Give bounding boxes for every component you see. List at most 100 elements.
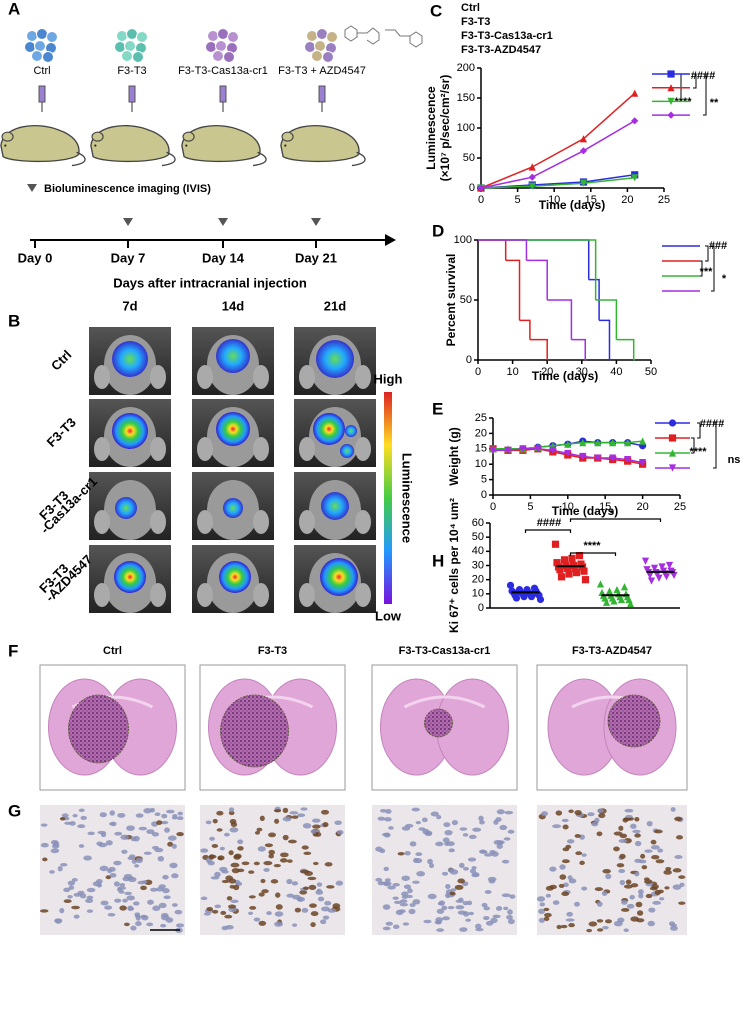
nucleus: [447, 868, 455, 873]
nucleus: [602, 925, 609, 930]
nucleus: [107, 868, 113, 874]
timeline-arrow: [385, 234, 396, 246]
marker: [528, 163, 536, 171]
nucleus: [109, 872, 117, 878]
nucleus: [163, 895, 171, 900]
nucleus: [618, 839, 628, 843]
nucleus: [536, 896, 546, 902]
marker: [520, 593, 528, 601]
nucleus: [167, 841, 174, 847]
nucleus: [402, 922, 410, 926]
nucleus: [85, 898, 94, 904]
nucleus: [324, 900, 332, 906]
nucleus: [626, 903, 635, 909]
nucleus: [171, 843, 177, 849]
nucleus: [155, 887, 164, 892]
nucleus: [72, 813, 78, 818]
nucleus: [228, 904, 237, 909]
nucleus: [601, 891, 608, 896]
nucleus: [302, 886, 309, 890]
significance: **: [710, 97, 719, 109]
nucleus: [382, 904, 391, 910]
significance: ###: [709, 240, 727, 252]
nucleus: [322, 822, 329, 828]
nucleus: [217, 855, 225, 861]
nucleus: [581, 853, 587, 857]
x-tick-label: 10: [548, 194, 560, 206]
nucleus: [563, 882, 569, 888]
nucleus: [147, 899, 154, 905]
nucleus: [427, 858, 433, 865]
marker: [564, 440, 572, 448]
nucleus: [274, 818, 280, 824]
nucleus: [538, 908, 546, 915]
nucleus: [214, 871, 221, 878]
nucleus: [289, 811, 299, 815]
nucleus: [228, 878, 237, 884]
mouse-ear: [150, 365, 166, 389]
nucleus: [596, 901, 603, 907]
nucleus: [249, 906, 257, 910]
nucleus: [412, 880, 420, 884]
nucleus: [436, 928, 445, 932]
bracket: [703, 73, 707, 116]
nucleus: [229, 827, 239, 833]
nucleus: [160, 923, 167, 928]
nucleus: [105, 875, 112, 880]
nucleus: [49, 870, 55, 874]
nucleus: [435, 841, 444, 847]
nucleus: [377, 816, 386, 821]
nucleus: [497, 841, 504, 845]
nucleus: [63, 899, 72, 904]
mouse-ear: [253, 437, 269, 461]
significance: ns: [728, 454, 741, 466]
syringe: [219, 85, 227, 103]
nucleus: [506, 914, 513, 920]
nucleus: [618, 825, 624, 831]
nucleus: [503, 837, 511, 841]
nucleus: [646, 821, 653, 827]
nucleus: [644, 877, 650, 881]
nucleus: [135, 813, 144, 818]
survival-step: [478, 239, 507, 261]
survival-step: [526, 259, 548, 300]
nucleus: [565, 844, 572, 849]
nucleus: [167, 835, 177, 841]
nucleus: [651, 855, 660, 860]
nucleus: [392, 924, 400, 930]
nucleus: [638, 889, 644, 895]
cell: [42, 51, 54, 63]
nucleus: [176, 831, 184, 837]
imaging-marker: [218, 218, 228, 226]
signal: [313, 413, 345, 445]
y-axis-title: (×10⁷ p/sec/cm²/sr): [438, 75, 452, 182]
y-tick-label: 30: [472, 559, 484, 571]
panel-letter: C: [430, 1, 442, 20]
nucleus: [336, 830, 344, 835]
survival-step: [505, 259, 521, 321]
nucleus: [59, 817, 66, 821]
signal: [114, 561, 146, 593]
nucleus: [462, 911, 470, 917]
nucleus: [674, 816, 683, 822]
marker: [610, 597, 618, 605]
nucleus: [68, 885, 75, 890]
nucleus: [509, 894, 516, 899]
marker: [602, 598, 611, 606]
nucleus: [392, 882, 400, 887]
marker: [579, 179, 588, 187]
nucleus: [625, 814, 633, 819]
signal: [216, 339, 250, 373]
nucleus: [87, 831, 95, 836]
marker: [528, 173, 536, 181]
nucleus: [301, 845, 309, 850]
survival-step: [595, 299, 618, 340]
nucleus: [286, 893, 295, 898]
survival-step: [571, 338, 587, 360]
nucleus: [200, 896, 208, 901]
nucleus: [151, 832, 160, 837]
nucleus: [126, 876, 134, 880]
nucleus: [311, 818, 321, 823]
nucleus: [73, 914, 80, 919]
colorbar: [384, 392, 392, 604]
